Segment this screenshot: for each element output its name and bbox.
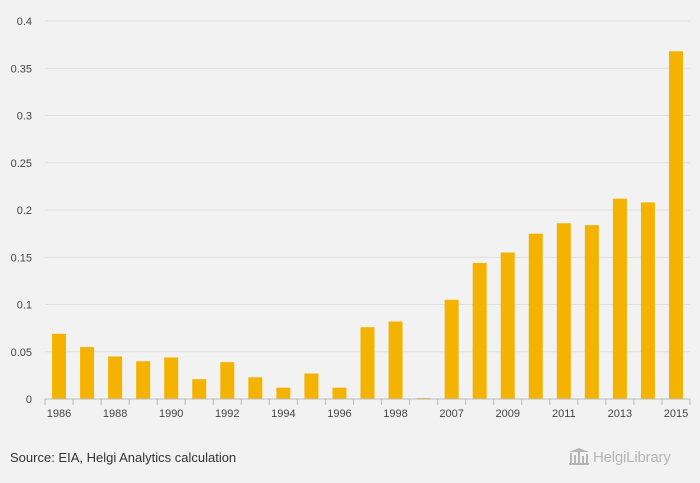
bar-chart: 00.050.10.150.20.250.30.350.4 1986 1988 19… — [11, 16, 691, 420]
y-tick-label: 0 — [26, 394, 32, 406]
y-tick-label: 0.35 — [11, 63, 32, 75]
y-tick-label: 0.05 — [11, 347, 32, 359]
x-tick-label: 1994 — [271, 408, 295, 420]
bar-1996[interactable] — [332, 387, 347, 399]
bar-1988[interactable] — [108, 356, 123, 399]
bar-1995[interactable] — [304, 373, 319, 399]
x-tick-label: 2015 — [664, 408, 688, 420]
bar-1994[interactable] — [276, 387, 291, 399]
bar-2008[interactable] — [472, 262, 487, 399]
y-tick-label: 0.1 — [17, 300, 32, 312]
library-columns-icon — [568, 448, 590, 466]
bar-2015[interactable] — [668, 51, 683, 400]
bar-1997[interactable] — [360, 327, 375, 399]
x-tick-label: 1998 — [383, 408, 407, 420]
bar-2009[interactable] — [500, 252, 515, 399]
grid-lines — [45, 20, 690, 353]
x-tick-label: 1992 — [215, 408, 239, 420]
x-tick-label: 2011 — [552, 408, 576, 420]
bar-2014[interactable] — [640, 202, 655, 399]
bar-1987[interactable] — [80, 347, 95, 399]
x-tick-label: 1986 — [47, 408, 71, 420]
y-tick-label: 0.15 — [11, 252, 32, 264]
bar-2013[interactable] — [612, 198, 627, 399]
bar-1998[interactable] — [388, 321, 403, 399]
x-tick-label: 2009 — [495, 408, 519, 420]
y-tick-label: 0.25 — [11, 158, 32, 170]
bar-1991[interactable] — [192, 379, 207, 399]
bar-2012[interactable] — [584, 225, 599, 399]
bar-1989[interactable] — [136, 361, 151, 399]
logo-text: HelgiLibrary — [593, 448, 671, 466]
y-axis: 0 0.05 0.1 0.15 0.2 0.25 0.3 0.35 0.4 — [11, 16, 32, 406]
x-tick-label: 1996 — [327, 408, 351, 420]
bar-1990[interactable] — [164, 357, 179, 399]
x-tick-label: 1990 — [159, 408, 183, 420]
bar-1992[interactable] — [220, 362, 235, 399]
source-note: Source: EIA, Helgi Analytics calculation — [10, 450, 237, 465]
x-tick-label: 2007 — [439, 408, 463, 420]
y-tick-label: 0.2 — [17, 205, 32, 217]
bar-1986[interactable] — [52, 333, 67, 399]
x-axis: 1986 1988 1990 1992 1994 1996 1998 2007 2009 2011… — [44, 399, 691, 420]
bar-2010[interactable] — [528, 233, 543, 399]
x-tick-label: 1988 — [103, 408, 127, 420]
bar-2007[interactable] — [444, 299, 459, 399]
bars — [52, 51, 683, 400]
y-tick-label: 0.4 — [17, 16, 32, 28]
bar-2011[interactable] — [556, 223, 571, 399]
x-tick-label: 2013 — [608, 408, 632, 420]
helgi-library-logo[interactable]: HelgiLibrary — [568, 448, 671, 466]
y-tick-label: 0.3 — [17, 111, 32, 123]
bar-1993[interactable] — [248, 377, 263, 399]
